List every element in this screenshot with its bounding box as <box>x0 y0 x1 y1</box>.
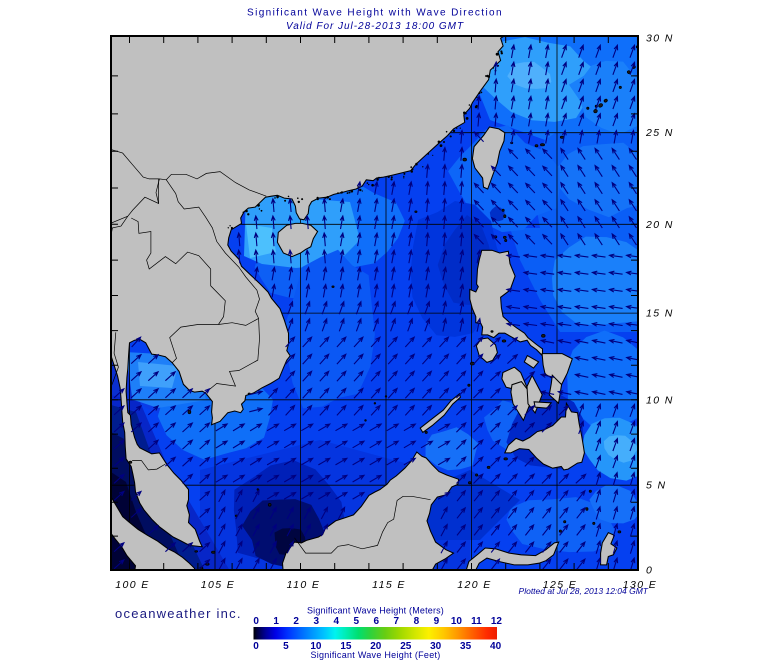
svg-text:25: 25 <box>400 641 412 652</box>
svg-text:8: 8 <box>414 616 420 627</box>
svg-text:1: 1 <box>273 616 279 627</box>
svg-text:7: 7 <box>394 616 400 627</box>
svg-text:oceanweather inc.: oceanweather inc. <box>115 606 242 621</box>
svg-text:2: 2 <box>293 616 299 627</box>
svg-text:30 N: 30 N <box>646 33 674 45</box>
svg-text:100 E: 100 E <box>115 579 149 591</box>
svg-text:Plotted at Jul 28, 2013 12:04: Plotted at Jul 28, 2013 12:04 GMT <box>519 586 649 596</box>
svg-text:5: 5 <box>283 641 289 652</box>
svg-text:6: 6 <box>374 616 380 627</box>
svg-text:0: 0 <box>253 641 259 652</box>
svg-text:25 N: 25 N <box>645 127 674 139</box>
svg-text:11: 11 <box>471 616 482 627</box>
svg-text:3: 3 <box>314 616 320 627</box>
svg-text:30: 30 <box>430 641 442 652</box>
svg-text:40: 40 <box>490 641 502 652</box>
svg-text:9: 9 <box>434 616 440 627</box>
svg-text:5 N: 5 N <box>646 480 667 492</box>
svg-text:20 N: 20 N <box>645 219 674 231</box>
svg-text:10: 10 <box>310 641 322 652</box>
svg-text:4: 4 <box>334 616 340 627</box>
svg-text:0: 0 <box>253 616 259 627</box>
svg-text:105 E: 105 E <box>201 579 235 591</box>
svg-text:Significant Wave Height with W: Significant Wave Height with Wave Direct… <box>247 8 503 19</box>
svg-text:Significant Wave Height (Meter: Significant Wave Height (Meters) <box>307 605 444 615</box>
svg-text:Valid For Jul-28-2013 18:00 GM: Valid For Jul-28-2013 18:00 GMT <box>286 21 464 32</box>
svg-text:12: 12 <box>491 616 503 627</box>
svg-text:110 E: 110 E <box>287 579 321 591</box>
svg-text:10: 10 <box>451 616 463 627</box>
svg-text:130 E: 130 E <box>623 579 657 591</box>
svg-text:10 N: 10 N <box>646 394 674 406</box>
svg-text:5: 5 <box>354 616 360 627</box>
svg-text:15: 15 <box>340 641 352 652</box>
svg-text:125 E: 125 E <box>543 579 577 591</box>
svg-text:Significant Wave Height (Feet): Significant Wave Height (Feet) <box>310 650 440 660</box>
svg-text:115 E: 115 E <box>372 579 406 591</box>
svg-text:20: 20 <box>370 641 382 652</box>
svg-text:0: 0 <box>646 565 653 577</box>
svg-text:35: 35 <box>460 641 472 652</box>
svg-text:15 N: 15 N <box>646 308 674 320</box>
svg-text:120 E: 120 E <box>457 579 491 591</box>
